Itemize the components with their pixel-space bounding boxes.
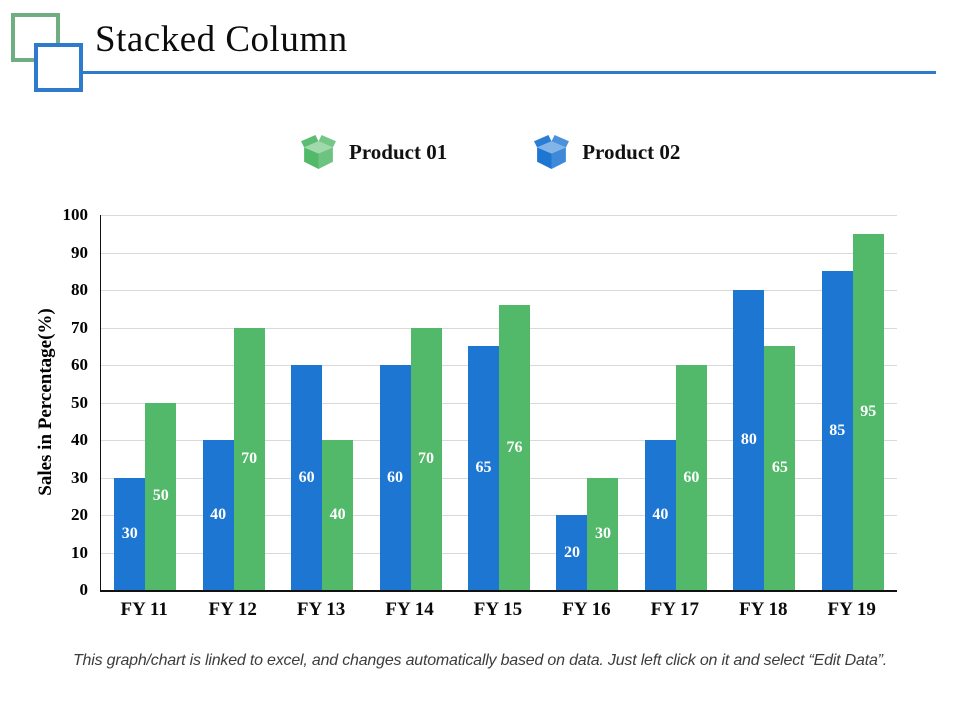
bar-value-label: 30 [121,524,138,542]
decor-square-blue [34,43,83,92]
y-tick-label: 60 [71,355,88,374]
legend-item[interactable]: Product 01 [300,134,447,171]
legend-item[interactable]: Product 02 [533,134,680,171]
bar-value-label: 85 [829,421,846,439]
x-tick-label: FY 15 [473,599,523,620]
y-tick-label: 10 [71,542,88,562]
y-tick-label: 30 [71,467,88,487]
bar-product-01[interactable]: 40 [202,440,234,590]
bar-product-01[interactable]: 40 [644,440,676,590]
bar-product-02[interactable]: 50 [145,402,177,590]
bar-product-02[interactable]: 65 [764,346,796,590]
y-tick-label: 0 [79,580,89,599]
bar-product-01[interactable]: 65 [468,346,499,590]
bar-product-01[interactable]: 60 [291,365,323,590]
bar-value-label: 30 [594,524,611,542]
x-tick-label: FY 11 [120,599,168,620]
y-tick-label: 50 [71,392,88,412]
bar-product-01[interactable]: 85 [821,271,853,590]
bar-product-01[interactable]: 60 [379,365,411,590]
bar-value-label: 70 [241,449,258,467]
x-tick-label: FY 13 [296,599,346,620]
bar-product-02[interactable]: 70 [233,327,265,590]
page-title: Stacked Column [95,19,348,60]
x-axis-ticks: FY 11 FY 12 FY 13 FY 14 FY 15 FY 16 FY 17 FY 18… [100,599,896,621]
y-tick-label: 40 [71,430,88,449]
y-tick-label: 20 [71,505,88,524]
bar-value-label: 65 [771,459,788,477]
y-tick-label: 100 [62,205,89,224]
y-tick-label: 70 [71,317,88,337]
legend-label: Product 01 [349,140,448,164]
legend: Product 01 Product 02 [300,134,680,171]
bar-product-02[interactable]: 30 [587,477,619,590]
x-tick-label: FY 14 [385,599,434,620]
bar-value-label: 60 [683,468,700,486]
bar-product-02[interactable]: 76 [499,305,530,590]
bar-product-02[interactable]: 60 [675,365,707,590]
bar-value-label: 70 [418,449,435,467]
bar-value-label: 60 [298,468,315,486]
x-tick-label: FY 19 [827,599,876,620]
gridline [101,252,897,254]
bar-value-label: 50 [152,487,169,505]
bar-value-label: 20 [563,543,580,561]
open-box-icon [534,135,570,169]
bar-value-label: 60 [387,468,404,486]
bar-product-02[interactable]: 70 [410,327,442,590]
gridline [101,215,897,216]
bar-value-label: 76 [506,438,523,456]
bar-value-label: 40 [652,506,669,523]
bar-product-01[interactable]: 30 [114,477,146,590]
x-tick-label: FY 16 [562,599,611,620]
x-tick-label: FY 12 [208,599,257,620]
gridline [101,290,897,291]
bar-product-01[interactable]: 20 [556,515,588,590]
y-tick-label: 80 [71,280,88,299]
plot-area[interactable]: 30 40 60 60 65 20 40 80 85 50 70 40 70 76 30 60 65 95 [100,215,897,592]
title-underline [82,71,936,74]
bar-product-02[interactable]: 40 [322,440,354,590]
y-tick-label: 90 [71,242,88,262]
legend-label: Product 02 [582,140,681,164]
bar-value-label: 40 [210,506,227,523]
bar-value-label: 65 [475,459,492,477]
bar-product-01[interactable]: 80 [733,290,765,590]
footnote: This graph/chart is linked to excel, and… [72,652,888,669]
bar-value-label: 40 [329,506,346,523]
bar-product-02[interactable]: 95 [852,233,884,590]
x-tick-label: FY 17 [650,599,700,620]
x-tick-label: FY 18 [739,599,788,620]
bar-value-label: 80 [740,431,757,448]
open-box-icon [301,135,336,169]
bar-value-label: 95 [860,402,877,420]
